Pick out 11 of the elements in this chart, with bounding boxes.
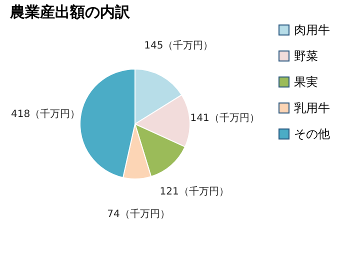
legend-label: 肉用牛 — [294, 23, 330, 37]
chart-title: 農業産出額の内訳 — [9, 3, 131, 21]
data-label: 141（千万円） — [190, 112, 260, 124]
legend-label: その他 — [294, 127, 330, 141]
legend-label: 果実 — [294, 75, 318, 89]
data-label: 74（千万円） — [107, 208, 170, 220]
legend-label: 乳用牛 — [294, 101, 330, 115]
legend-label: 野菜 — [294, 49, 318, 63]
data-label: 145（千万円） — [144, 39, 214, 52]
data-label: 418（千万円） — [11, 108, 80, 120]
data-label: 121（千万円） — [160, 186, 229, 198]
